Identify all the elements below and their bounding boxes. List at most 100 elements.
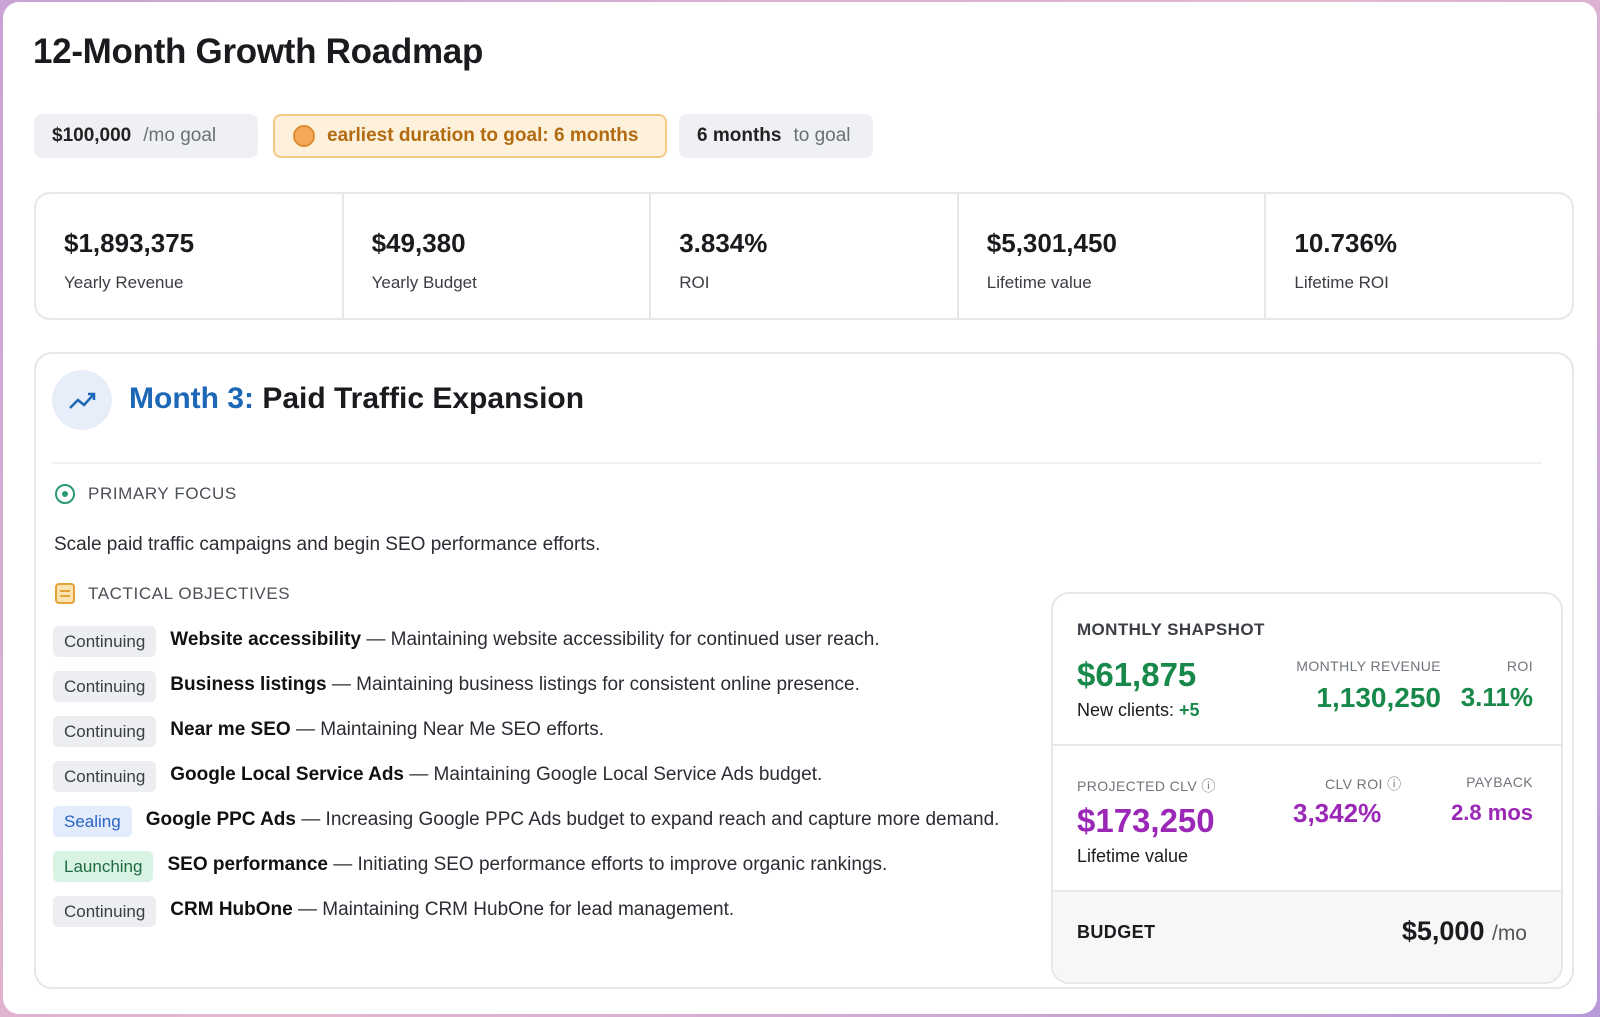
clients-value: +5 — [1179, 700, 1200, 720]
objective-text: Near me SEO — Maintaining Near Me SEO ef… — [170, 716, 604, 744]
objective-desc: — Increasing Google PPC Ads budget to ex… — [301, 809, 1000, 830]
objective: Launching SEO performance — Initiating SE… — [53, 851, 1013, 882]
clv-roi-value: 3,342% — [1293, 798, 1382, 828]
roadmap-panel: 12-Month Growth Roadmap $100,000/mo goal… — [3, 2, 1597, 1014]
objective-desc: — Maintaining CRM HubOne for lead manage… — [298, 899, 735, 920]
roi-label: ROI — [1506, 658, 1533, 674]
objective-name: Business listings — [170, 674, 327, 695]
earliest-text: earliest duration to goal: 6 months — [327, 125, 639, 146]
clv-label: PROJECTED CLV ⓘ — [1077, 778, 1216, 794]
objective-desc: — Maintaining business listings for cons… — [331, 674, 860, 695]
payback-label: PAYBACK — [1466, 774, 1533, 790]
budget-suffix: /mo — [1491, 922, 1527, 945]
objective-text: Google PPC Ads — Increasing Google PPC A… — [146, 806, 1000, 834]
status-badge: Continuing — [53, 626, 157, 657]
objective: Continuing Business listings — Maintainin… — [53, 671, 1013, 702]
goal-suffix: /mo goal — [143, 125, 217, 146]
clv-sub: Lifetime value — [1077, 846, 1189, 866]
objective-desc: — Maintaining Google Local Service Ads b… — [409, 764, 823, 785]
objective: Continuing Near me SEO — Maintaining Near… — [53, 716, 1013, 747]
month-name: Paid Traffic Expansion — [262, 382, 585, 415]
stat-cell: $5,301,450 Lifetime value — [959, 194, 1267, 318]
stat-value: 10.736% — [1294, 228, 1398, 258]
roi-value: 3.11% — [1460, 682, 1533, 712]
stat-label: Yearly Revenue — [64, 273, 184, 292]
objective-text: SEO performance — Initiating SEO perform… — [167, 851, 887, 879]
coin-icon — [293, 125, 315, 147]
stat-value: $1,893,375 — [64, 228, 195, 258]
snapshot-heading: MONTHLY SHAPSHOT — [1077, 620, 1265, 639]
budget-label: BUDGET — [1077, 922, 1156, 942]
stat-label: Lifetime value — [986, 273, 1092, 292]
objective: Continuing CRM HubOne — Maintaining CRM H… — [53, 896, 1013, 927]
objectives-list: Continuing Website accessibility — Mainta… — [53, 626, 1013, 927]
snapshot-middle: PROJECTED CLV ⓘ $173,250 Lifetime value … — [1053, 746, 1561, 892]
status-badge: Continuing — [53, 896, 157, 927]
snapshot-top: MONTHLY SHAPSHOT $61,875 New clients: +5… — [1053, 594, 1561, 746]
objective-name: Google PPC Ads — [145, 809, 296, 830]
objective-text: CRM HubOne — Maintaining CRM HubOne for … — [170, 896, 734, 924]
objectives-heading: TACTICAL OBJECTIVES — [88, 584, 291, 603]
trend-icon-svg — [69, 392, 96, 409]
objective-name: SEO performance — [167, 854, 328, 875]
trend-icon — [52, 370, 112, 430]
stat-cell: $1,893,375 Yearly Revenue — [36, 194, 344, 318]
months-suffix: to goal — [793, 125, 851, 146]
page-title: 12-Month Growth Roadmap — [33, 32, 484, 71]
stat-label: Yearly Budget — [371, 273, 477, 292]
clients: New clients: +5 — [1077, 700, 1200, 721]
month-title: Month 3: Paid Traffic Expansion — [129, 382, 584, 416]
snapshot-amount: $61,875 — [1077, 656, 1197, 693]
clv-label-text: PROJECTED CLV — [1077, 778, 1198, 794]
months-value: 6 months — [697, 125, 782, 146]
stat-label: ROI — [679, 273, 710, 292]
objective-text: Business listings — Maintaining business… — [170, 671, 860, 699]
objective-text: Google Local Service Ads — Maintaining G… — [170, 761, 822, 789]
status-badge: Continuing — [53, 761, 157, 792]
objective-name: Near me SEO — [170, 719, 291, 740]
focus-icon — [55, 484, 75, 504]
month-card: Month 3: Paid Traffic Expansion PRIMARY … — [34, 352, 1574, 989]
focus-text: Scale paid traffic campaigns and begin S… — [54, 534, 601, 555]
stat-value: $49,380 — [371, 228, 466, 258]
stats-bar: $1,893,375 Yearly Revenue $49,380 Yearly Bu… — [34, 192, 1574, 320]
payback-value: 2.8 mos — [1451, 800, 1533, 825]
objective-name: CRM HubOne — [170, 899, 293, 920]
status-badge: Launching — [53, 851, 154, 882]
status-badge: Sealing — [53, 806, 132, 837]
stat-cell: $49,380 Yearly Budget — [344, 194, 652, 318]
stat-label: Lifetime ROI — [1294, 273, 1389, 292]
revenue-value: 1,130,250 — [1316, 682, 1441, 713]
status-badge: Continuing — [53, 716, 157, 747]
divider — [52, 462, 1542, 464]
budget: $5,000 /mo — [1402, 916, 1527, 947]
goal-value: $100,000 — [52, 125, 132, 146]
clients-label: New clients: — [1077, 700, 1175, 720]
month-prefix: Month 3: — [129, 382, 254, 415]
earliest-pill: earliest duration to goal: 6 months — [273, 114, 667, 158]
status-badge: Continuing — [53, 671, 157, 702]
objective-name: Google Local Service Ads — [170, 764, 404, 785]
goal-pill: $100,000/mo goal — [34, 114, 258, 158]
objective-name: Website accessibility — [170, 629, 362, 650]
revenue-label: MONTHLY REVENUE — [1296, 658, 1441, 674]
clv-roi-label-text: CLV ROI — [1325, 776, 1383, 792]
months-pill: 6 months to goal — [679, 114, 873, 158]
snapshot-card: MONTHLY SHAPSHOT $61,875 New clients: +5… — [1051, 592, 1563, 984]
stat-cell: 10.736% Lifetime ROI — [1266, 194, 1572, 318]
objective: Continuing Google Local Service Ads — Mai… — [53, 761, 1013, 792]
objective: Sealing Google PPC Ads — Increasing Googl… — [53, 806, 1013, 837]
objective-text: Website accessibility — Maintaining webs… — [170, 626, 879, 654]
budget-value: $5,000 — [1401, 916, 1485, 946]
objective: Continuing Website accessibility — Mainta… — [53, 626, 1013, 657]
stat-cell: 3.834% ROI — [651, 194, 959, 318]
objective-desc: — Maintaining Near Me SEO efforts. — [295, 719, 604, 740]
stat-value: $5,301,450 — [986, 228, 1117, 258]
objectives-icon — [55, 583, 75, 604]
objective-desc: — Initiating SEO performance efforts to … — [333, 854, 888, 875]
objective-desc: — Maintaining website accessibility for … — [366, 629, 880, 650]
stat-value: 3.834% — [679, 228, 768, 258]
clv-roi-label: CLV ROI ⓘ — [1325, 776, 1402, 792]
